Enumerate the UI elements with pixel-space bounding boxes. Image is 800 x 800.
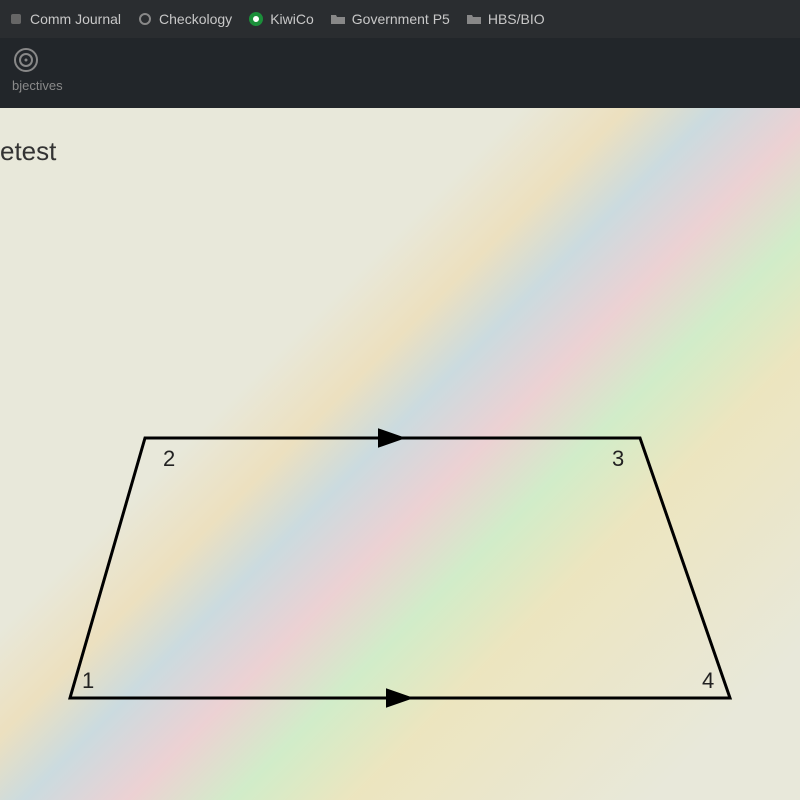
bookmark-hbs-bio[interactable]: HBS/BIO <box>466 11 545 27</box>
bookmark-label: Checkology <box>159 11 232 27</box>
app-toolbar: bjectives <box>0 38 800 108</box>
bookmark-label: HBS/BIO <box>488 11 545 27</box>
bookmark-government[interactable]: Government P5 <box>330 11 450 27</box>
vertex-label: 4 <box>702 668 714 693</box>
folder-icon <box>466 11 482 27</box>
bookmark-label: KiwiCo <box>270 11 314 27</box>
bookmark-kiwico[interactable]: KiwiCo <box>248 11 314 27</box>
kiwico-icon <box>248 11 264 27</box>
objectives-label: bjectives <box>12 78 788 93</box>
vertex-label: 2 <box>163 446 175 471</box>
objectives-icon[interactable] <box>12 46 40 74</box>
trapezoid-diagram: 2 3 4 1 <box>30 398 770 738</box>
vertex-label: 3 <box>612 446 624 471</box>
vertex-label: 1 <box>82 668 94 693</box>
content-area: etest 2 3 4 1 <box>0 108 800 800</box>
folder-icon <box>330 11 346 27</box>
page-title: etest <box>0 136 56 167</box>
bookmark-label: Comm Journal <box>30 11 121 27</box>
bookmark-label: Government P5 <box>352 11 450 27</box>
bookmark-checkology[interactable]: Checkology <box>137 11 232 27</box>
bookmark-comm-journal[interactable]: Comm Journal <box>8 11 121 27</box>
bookmark-bar: Comm Journal Checkology KiwiCo Governmen… <box>0 0 800 38</box>
bookmark-icon <box>8 11 24 27</box>
circle-icon <box>137 11 153 27</box>
